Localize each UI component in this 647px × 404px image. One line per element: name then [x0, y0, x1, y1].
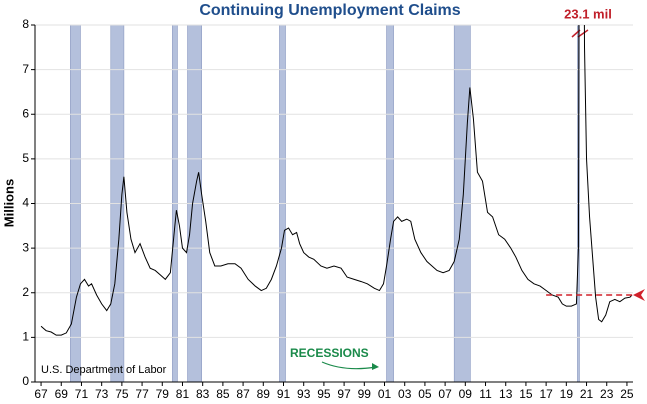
x-tick-label: 79 — [156, 387, 170, 401]
x-tick-label: 13 — [499, 387, 513, 401]
x-tick-label: 11 — [479, 387, 492, 401]
y-tick-label: 1 — [22, 330, 29, 344]
x-tick-label: 87 — [236, 387, 250, 401]
x-tick-label: 05 — [418, 387, 432, 401]
y-axis-label: Millions — [1, 179, 16, 227]
y-tick-label: 0 — [22, 374, 29, 388]
x-tick-label: 85 — [216, 387, 230, 401]
x-tick-label: 69 — [55, 387, 69, 401]
x-tick-label: 19 — [560, 387, 574, 401]
reference-arrow — [633, 288, 645, 301]
y-tick-label: 7 — [22, 62, 29, 76]
x-tick-label: 15 — [519, 387, 533, 401]
y-tick-label: 4 — [22, 196, 29, 210]
peak-break — [571, 29, 589, 38]
x-tick-label: 03 — [398, 387, 412, 401]
y-tick-label: 2 — [22, 285, 29, 299]
x-tick-label: 75 — [115, 387, 129, 401]
x-tick-label: 01 — [378, 387, 392, 401]
source: U.S. Department of Labor — [41, 364, 167, 376]
y-tick-label: 8 — [22, 17, 29, 31]
y-tick-label: 5 — [22, 151, 29, 165]
chart-title: Continuing Unemployment Claims — [199, 2, 460, 19]
peak-annotation: 23.1 mil — [564, 6, 612, 21]
x-tick-label: 93 — [297, 387, 311, 401]
x-tick-label: 23 — [600, 387, 614, 401]
x-tick-label: 91 — [277, 387, 291, 401]
x-tick-label: 07 — [438, 387, 452, 401]
x-tick-label: 97 — [337, 387, 351, 401]
x-tick-label: 25 — [620, 387, 634, 401]
y-tick-label: 3 — [22, 240, 29, 254]
recession-arrowhead — [372, 363, 379, 370]
data-line — [40, 25, 633, 336]
x-tick-label: 09 — [459, 387, 473, 401]
x-tick-label: 81 — [176, 387, 190, 401]
x-tick-label: 73 — [95, 387, 109, 401]
x-tick-label: 77 — [135, 387, 149, 401]
x-tick-label: 83 — [196, 387, 210, 401]
x-tick-label: 67 — [34, 387, 48, 401]
x-tick-label: 17 — [539, 387, 553, 401]
y-tick-label: 6 — [22, 106, 29, 120]
recession-arrow — [321, 361, 377, 370]
x-tick-label: 89 — [257, 387, 271, 401]
x-tick-label: 21 — [580, 387, 594, 401]
recession-label: RECESSIONS — [290, 346, 369, 360]
x-tick-label: 95 — [317, 387, 331, 401]
x-tick-label: 99 — [358, 387, 372, 401]
x-tick-label: 71 — [75, 387, 89, 401]
